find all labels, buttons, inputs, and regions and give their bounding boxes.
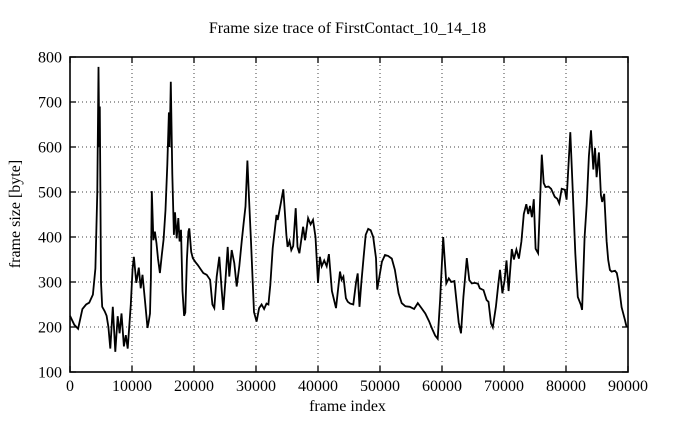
y-tick-label: 400 — [38, 230, 62, 247]
y-axis-label: frame size [byte] — [7, 159, 24, 269]
y-tick-label: 100 — [38, 365, 62, 382]
x-tick-label: 50000 — [360, 378, 400, 395]
y-tick-label: 800 — [38, 50, 62, 67]
chart-title: Frame size trace of FirstContact_10_14_1… — [208, 20, 487, 37]
y-tick-label: 600 — [38, 140, 62, 157]
x-axis-label: frame index — [309, 398, 386, 415]
x-tick-label: 70000 — [484, 378, 524, 395]
x-tick-label: 20000 — [174, 378, 214, 395]
x-tick-label: 10000 — [112, 378, 152, 395]
y-tick-label: 300 — [38, 275, 62, 292]
x-tick-label: 90000 — [608, 378, 648, 395]
x-tick-label: 60000 — [422, 378, 462, 395]
y-tick-label: 200 — [38, 320, 62, 337]
y-tick-label: 500 — [38, 185, 62, 202]
x-tick-label: 30000 — [236, 378, 276, 395]
x-tick-label: 40000 — [298, 378, 338, 395]
plot-border — [69, 56, 629, 373]
trace-line — [69, 66, 628, 352]
x-tick-label: 0 — [66, 378, 74, 395]
x-tick-label: 80000 — [546, 378, 586, 395]
y-tick-label: 700 — [38, 95, 62, 112]
